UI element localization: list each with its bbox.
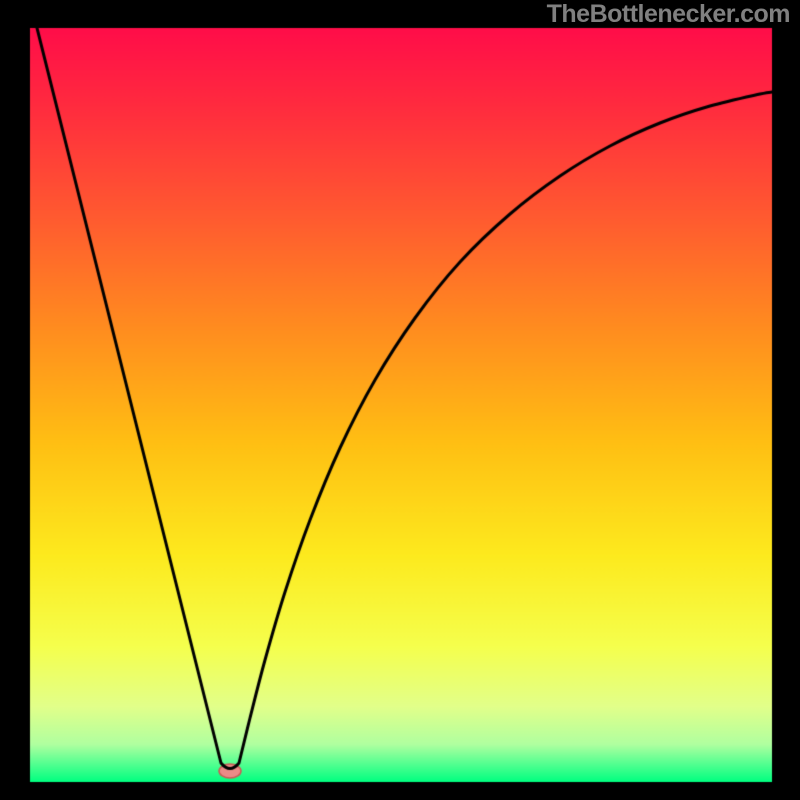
watermark-text: TheBottlenecker.com [547,0,790,29]
bottleneck-chart-canvas [0,0,800,800]
chart-container: TheBottlenecker.com [0,0,800,800]
